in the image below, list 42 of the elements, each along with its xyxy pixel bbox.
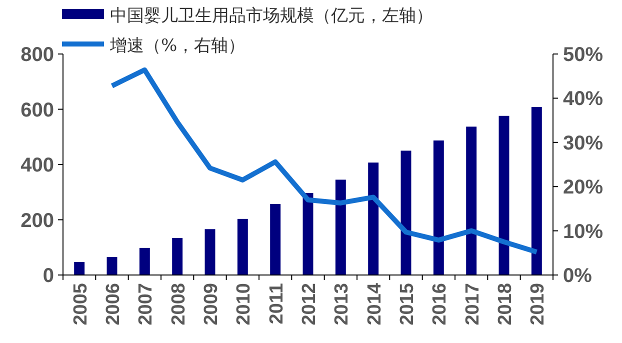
bar xyxy=(531,107,542,275)
y2-tick-label: 30% xyxy=(563,132,604,154)
x-tick-label: 2010 xyxy=(234,283,255,326)
legend-label: 增速（%，右轴） xyxy=(109,36,246,56)
x-tick-label: 2017 xyxy=(462,283,484,326)
x-tick-label: 2013 xyxy=(332,283,353,326)
y2-tick-label: 50% xyxy=(563,44,604,66)
y2-tick-label: 40% xyxy=(563,88,604,110)
x-tick-label: 2014 xyxy=(364,282,386,326)
x-tick-label: 2016 xyxy=(430,283,451,326)
bar xyxy=(433,140,444,275)
bar xyxy=(172,238,183,275)
bar xyxy=(74,262,85,275)
x-tick-label: 2012 xyxy=(299,283,320,326)
y2-tick-label: 0% xyxy=(563,265,592,287)
bar xyxy=(368,162,379,275)
bar xyxy=(237,218,248,275)
x-tick-label: 2015 xyxy=(397,282,418,326)
bar xyxy=(204,229,216,275)
bar xyxy=(106,257,118,275)
bar xyxy=(270,204,281,275)
bar xyxy=(335,180,346,275)
x-tick-label: 2008 xyxy=(168,283,190,326)
x-tick-label: 2011 xyxy=(266,282,288,324)
x-tick-label: 2005 xyxy=(70,282,92,326)
x-tick-label: 2019 xyxy=(528,283,549,326)
y-tick-label: 0 xyxy=(42,265,54,287)
legend-label: 中国婴儿卫生用品市场规模（亿元，左轴） xyxy=(110,6,433,26)
x-tick-label: 2007 xyxy=(136,283,157,326)
x-tick-label: 2006 xyxy=(103,283,124,326)
y-tick-label: 600 xyxy=(20,99,54,122)
y2-tick-label: 10% xyxy=(563,220,604,243)
y2-tick-label: 20% xyxy=(563,176,604,199)
bar xyxy=(400,150,412,275)
x-tick-label: 2018 xyxy=(495,283,516,326)
bar xyxy=(139,248,150,275)
y-tick-label: 400 xyxy=(20,154,54,176)
bar xyxy=(466,126,477,275)
bar xyxy=(498,116,510,275)
y-tick-label: 800 xyxy=(20,44,54,66)
y-tick-label: 200 xyxy=(20,210,54,232)
x-tick-label: 2009 xyxy=(201,283,222,326)
